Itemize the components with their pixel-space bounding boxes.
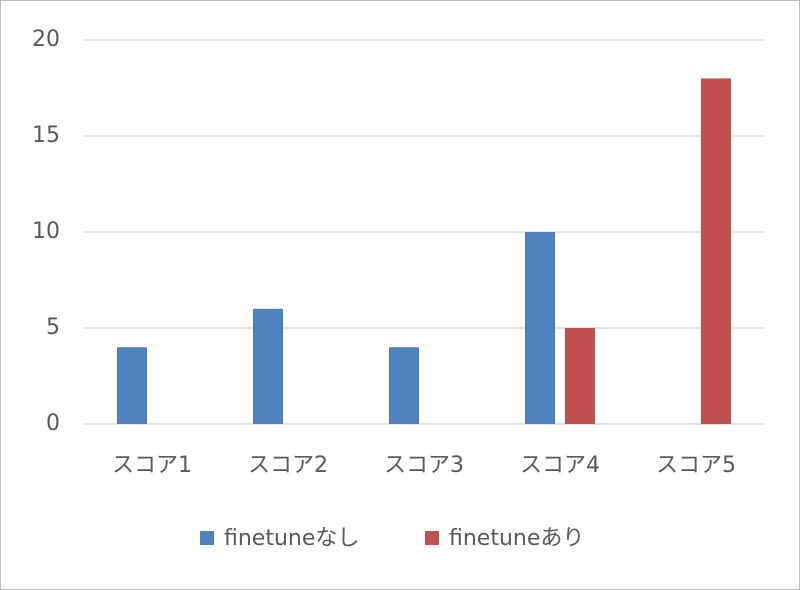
x-tick-label: スコア5 — [656, 453, 736, 478]
legend-label: finetuneなし — [224, 526, 359, 551]
bar — [253, 308, 283, 424]
y-tick-label: 10 — [32, 219, 60, 244]
y-tick-label: 15 — [32, 123, 60, 148]
x-tick-label: スコア4 — [520, 453, 600, 478]
y-tick-label: 0 — [46, 411, 60, 436]
y-tick-label: 5 — [46, 315, 60, 340]
x-tick-label: スコア1 — [112, 453, 192, 478]
y-tick-label: 20 — [32, 27, 60, 52]
bar — [525, 232, 555, 424]
bar — [701, 78, 731, 425]
bar — [389, 347, 419, 424]
legend-label: finetuneあり — [449, 526, 584, 551]
legend-swatch — [425, 531, 439, 545]
bar — [117, 347, 147, 424]
x-tick-label: スコア2 — [248, 453, 328, 478]
x-tick-label: スコア3 — [384, 453, 464, 478]
legend-swatch — [200, 531, 214, 545]
bar — [565, 328, 595, 424]
